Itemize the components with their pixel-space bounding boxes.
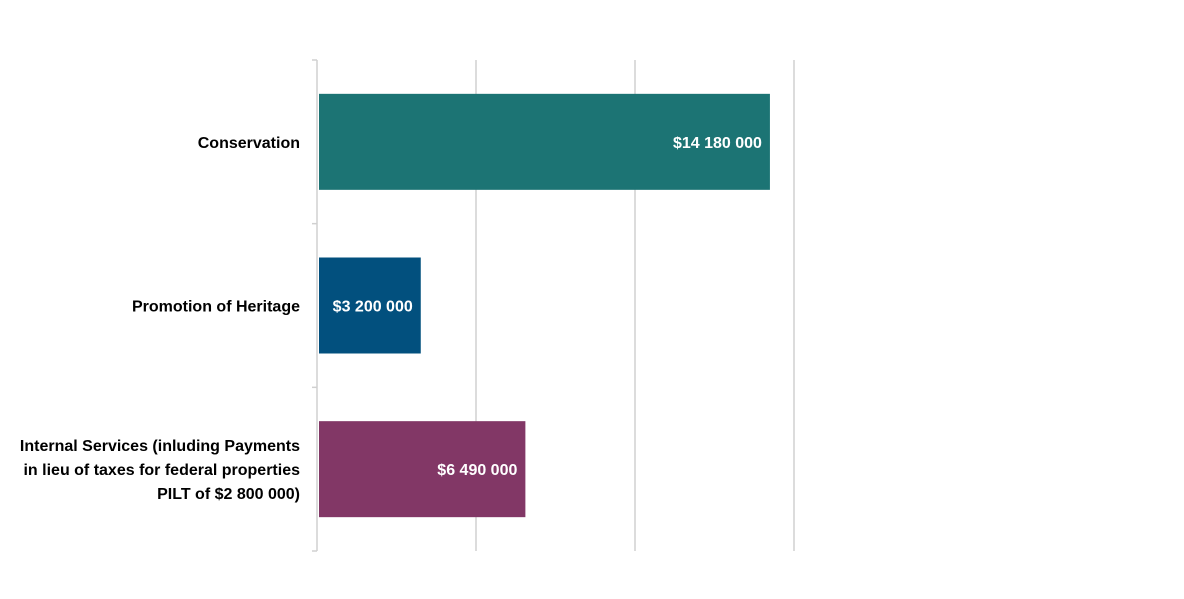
category-label: Internal Services (inluding Payments in l…: [20, 438, 300, 503]
category-label-line: PILT of $2 800 000): [157, 486, 300, 503]
category-label-line: in lieu of taxes for federal properties: [23, 462, 300, 479]
value-label: $14 180 000: [673, 135, 762, 152]
value-label: $6 490 000: [437, 462, 517, 479]
category-label-line: Internal Services (inluding Payments: [20, 438, 300, 455]
category-label-line: Promotion of Heritage: [132, 299, 300, 316]
category-label-line: Conservation: [198, 135, 300, 152]
category-labels: Conservation Promotion of Heritage Interna…: [20, 135, 300, 503]
category-label: Conservation: [198, 135, 300, 152]
value-label: $3 200 000: [333, 299, 413, 316]
category-label: Promotion of Heritage: [132, 299, 300, 316]
category-axis: [312, 59, 318, 552]
value-labels: $14 180 000 $3 200 000 $6 490 000: [333, 135, 762, 479]
bars: [319, 93, 770, 518]
bar: [319, 257, 421, 354]
bar: [319, 93, 770, 190]
bar: [319, 421, 526, 518]
